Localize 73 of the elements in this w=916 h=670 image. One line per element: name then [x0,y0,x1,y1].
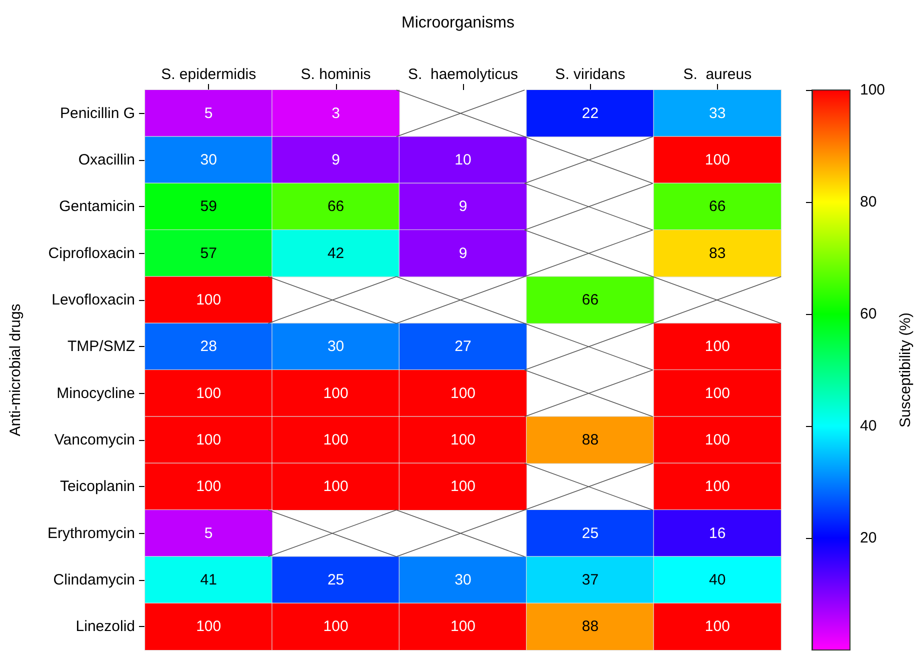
data-label: 30 [327,338,344,356]
data-label: 10 [454,152,472,168]
x-tick-label: S. epidermidis [161,66,256,83]
data-label: 100 [323,432,348,448]
data-label: 100 [196,432,222,448]
data-label: 100 [450,478,476,496]
data-label: 100 [196,384,222,402]
data-label: 100 [196,478,222,496]
data-label: 30 [454,572,472,588]
data-label: 100 [704,384,730,402]
data-label: 5 [204,104,213,122]
data-label: 9 [458,198,468,216]
y-tick-label: Linezolid [76,618,135,636]
data-label: 88 [582,618,599,636]
x-tick-label: S. aureus [683,66,752,83]
data-label: 40 [709,572,726,588]
data-label: 59 [200,198,217,216]
data-label: 27 [454,338,472,356]
data-label: 66 [327,198,344,216]
data-label: 100 [704,338,730,356]
data-label: 9 [458,244,468,262]
data-label: 100 [450,384,476,402]
data-label: 57 [200,244,217,262]
y-tick-label: Oxacillin [78,152,135,168]
y-tick-label: Erythromycin [47,524,135,542]
data-label: 25 [327,572,344,588]
y-tick-label: Levofloxacin [52,292,135,308]
data-label: 37 [582,572,599,588]
data-label: 88 [582,432,599,448]
data-label: 30 [200,152,217,168]
data-label: 100 [450,618,476,636]
data-label: 3 [332,104,340,122]
y-tick-label: Vancomycin [54,432,135,448]
data-label: 66 [709,198,726,216]
x-tick-label: S. viridans [555,66,626,83]
x-tick-label: S. haemolyticus [408,66,518,83]
data-label: 42 [327,244,344,262]
y-tick-label: Gentamicin [59,198,135,216]
data-label: 16 [709,524,726,542]
data-label: 100 [704,618,730,636]
y-tick-label: Minocycline [56,384,135,402]
data-label: 100 [323,384,348,402]
data-label: 100 [704,478,730,496]
color-bar-title: Susceptibility (%) [897,312,914,428]
x-tick-label: S. hominis [300,66,371,83]
data-label: 25 [582,524,599,542]
data-label: 100 [196,292,222,308]
data-label: 5 [204,524,213,542]
data-label: 100 [323,478,348,496]
y-tick-label: Ciprofloxacin [48,244,135,262]
data-label: 41 [200,572,217,588]
data-label: 9 [332,152,340,168]
data-label: 28 [200,338,217,356]
y-tick-label: Clindamycin [53,572,135,588]
y-axis-title: Anti-microbial drugs [7,304,24,436]
data-label: 100 [704,152,730,168]
y-tick-label: Teicoplanin [60,478,135,496]
data-label: 33 [709,104,726,122]
data-label: 83 [709,244,726,262]
y-tick-label: Penicillin G [60,104,135,122]
color-bar-label: 60 [860,306,877,322]
color-bar-label: 100 [860,82,886,98]
chart-title: Microorganisms [402,14,514,32]
data-label: 100 [323,618,348,636]
data-label: 66 [582,292,599,308]
y-tick-label: TMP/SMZ [68,338,135,356]
data-label: 100 [450,432,476,448]
color-bar-label: 20 [860,530,877,546]
data-label: 22 [582,104,599,122]
color-bar-label: 40 [860,418,877,434]
data-label: 100 [704,432,730,448]
data-label: 100 [196,618,222,636]
color-bar-label: 80 [860,194,877,210]
